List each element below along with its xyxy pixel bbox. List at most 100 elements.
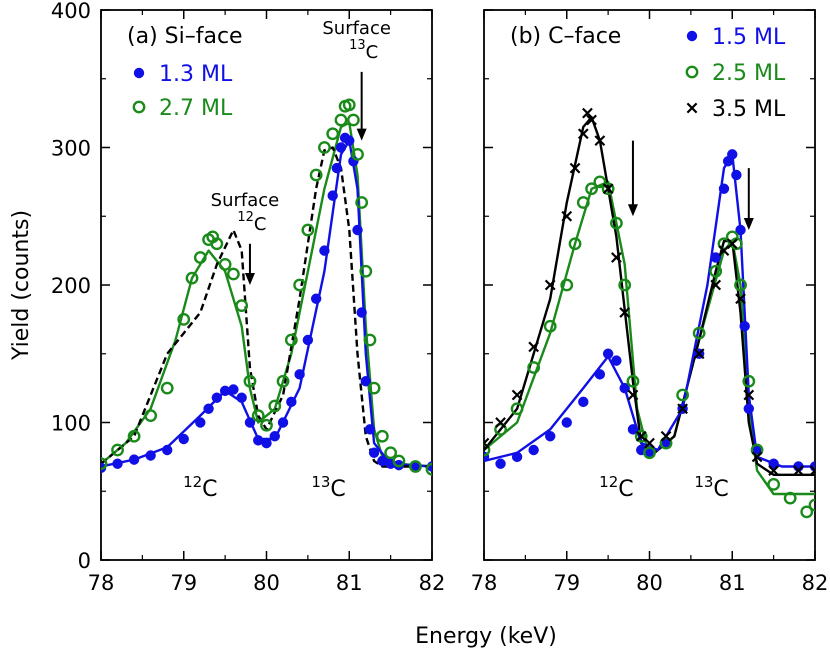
legend-label: 2.7 ML bbox=[159, 96, 233, 121]
data-point bbox=[243, 374, 257, 388]
data-point bbox=[335, 142, 347, 153]
x-tick-label: 78 bbox=[88, 571, 115, 595]
data-point bbox=[692, 326, 706, 340]
legend-label: 1.3 ML bbox=[159, 62, 233, 87]
data-point bbox=[610, 216, 623, 230]
peak-label: 13C bbox=[311, 473, 345, 502]
data-point bbox=[269, 431, 280, 442]
data-point bbox=[127, 429, 141, 443]
data-point bbox=[627, 389, 639, 401]
legend-label: 1.5 ML bbox=[712, 25, 786, 50]
peak-label: 13C bbox=[694, 473, 728, 502]
peak-label: 12C bbox=[183, 473, 217, 502]
plot-area bbox=[101, 98, 432, 476]
x-tick-label: 78 bbox=[471, 571, 498, 595]
legend-label: 3.5 ML bbox=[712, 97, 786, 122]
data-point bbox=[310, 293, 322, 304]
data-point bbox=[511, 451, 523, 463]
data-point bbox=[619, 382, 630, 394]
series-2-5-ml bbox=[484, 175, 815, 519]
series-1-5-ml bbox=[484, 149, 815, 472]
data-point bbox=[235, 299, 249, 313]
data-point bbox=[602, 348, 614, 359]
data-point bbox=[495, 458, 506, 469]
data-point bbox=[561, 210, 573, 222]
data-point bbox=[294, 369, 305, 380]
data-point bbox=[145, 450, 156, 461]
data-point bbox=[594, 135, 606, 147]
data-point bbox=[177, 312, 191, 326]
x-tick-label: 80 bbox=[636, 571, 663, 595]
data-point bbox=[185, 271, 199, 285]
data-point bbox=[644, 447, 655, 458]
data-point bbox=[334, 113, 348, 127]
data-point bbox=[351, 147, 364, 161]
data-point bbox=[734, 278, 747, 292]
data-point bbox=[626, 374, 640, 388]
data-point bbox=[344, 135, 355, 146]
data-point bbox=[743, 389, 755, 401]
data-point bbox=[739, 321, 750, 332]
data-point bbox=[726, 238, 738, 250]
legend-marker bbox=[132, 100, 146, 114]
data-point bbox=[710, 252, 721, 263]
y-tick-label: 200 bbox=[51, 274, 91, 298]
data-point bbox=[560, 278, 574, 292]
x-tick-label: 80 bbox=[253, 571, 280, 595]
data-point bbox=[377, 455, 388, 467]
plot-area bbox=[484, 107, 815, 519]
surface-isotope-label: 13C bbox=[349, 38, 378, 63]
data-point bbox=[319, 245, 330, 256]
data-point bbox=[364, 424, 376, 435]
data-point bbox=[286, 396, 297, 408]
data-point bbox=[253, 435, 264, 446]
data-point bbox=[510, 402, 524, 416]
data-point bbox=[627, 424, 639, 435]
plot-frame bbox=[483, 9, 816, 561]
data-point bbox=[619, 307, 631, 318]
data-point bbox=[144, 409, 158, 423]
data-point bbox=[359, 264, 373, 278]
data-point bbox=[368, 447, 380, 458]
data-point bbox=[768, 465, 780, 477]
data-point bbox=[251, 409, 265, 423]
data-point bbox=[293, 278, 306, 292]
fit-line-blue bbox=[484, 153, 815, 468]
data-point bbox=[611, 252, 622, 263]
surface-isotope-label: 12C bbox=[237, 210, 266, 235]
data-point bbox=[717, 237, 731, 251]
data-point bbox=[409, 460, 422, 473]
x-tick-label: 79 bbox=[170, 571, 197, 595]
data-point bbox=[586, 114, 597, 126]
y-axis-title: Yield (counts) bbox=[9, 210, 34, 361]
series-1-3-ml bbox=[101, 132, 432, 474]
data-point bbox=[261, 437, 272, 449]
series-2-7-ml bbox=[101, 98, 432, 476]
data-point bbox=[676, 388, 689, 402]
data-point bbox=[693, 348, 705, 360]
data-point bbox=[101, 457, 108, 471]
data-point bbox=[643, 446, 656, 460]
data-point bbox=[494, 422, 507, 436]
data-point bbox=[218, 257, 232, 271]
data-point bbox=[528, 444, 539, 456]
data-point bbox=[392, 454, 406, 468]
data-point bbox=[569, 162, 581, 174]
data-point bbox=[601, 182, 615, 196]
data-point bbox=[743, 403, 754, 414]
data-point bbox=[301, 223, 315, 237]
data-point bbox=[767, 477, 781, 491]
data-point bbox=[594, 369, 606, 380]
data-point bbox=[750, 443, 764, 457]
data-point bbox=[244, 417, 256, 428]
data-point bbox=[783, 491, 797, 505]
data-point bbox=[425, 462, 432, 476]
data-point bbox=[751, 451, 763, 463]
data-point bbox=[112, 458, 123, 469]
surface-label: Surface bbox=[211, 190, 280, 211]
data-point bbox=[527, 361, 541, 374]
data-point bbox=[210, 237, 224, 251]
data-point bbox=[585, 182, 598, 196]
surface-arrow bbox=[356, 71, 367, 141]
